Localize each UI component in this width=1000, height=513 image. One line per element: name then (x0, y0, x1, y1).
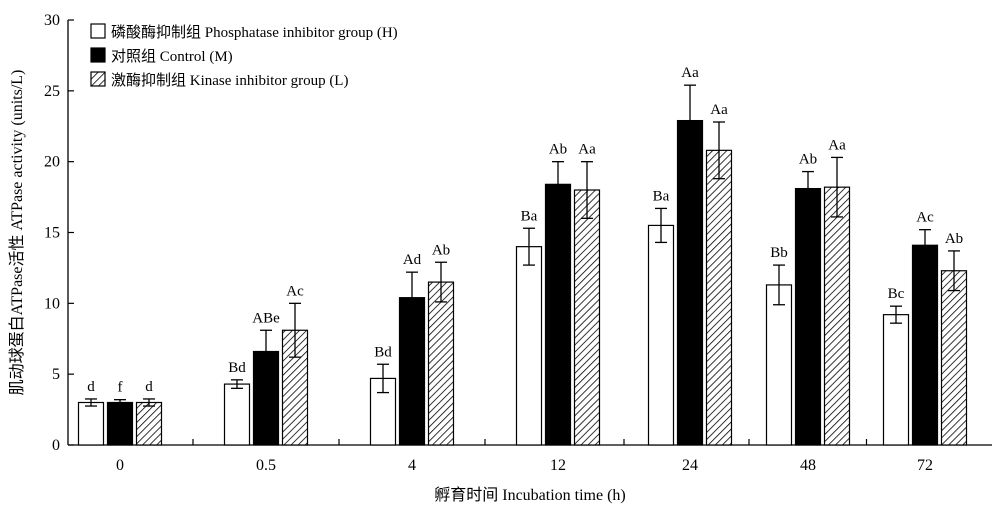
x-tick-label: 72 (917, 457, 933, 474)
significance-label: Ab (432, 242, 450, 258)
bar (647, 224, 675, 446)
significance-label: Ab (945, 231, 963, 247)
y-tick-label: 5 (52, 366, 60, 383)
legend-label: 激酶抑制组 Kinase inhibitor group (L) (111, 72, 348, 89)
y-tick-label: 0 (52, 437, 60, 454)
x-tick-label: 4 (408, 457, 416, 474)
bar (823, 186, 851, 446)
y-tick-label: 30 (44, 12, 60, 29)
significance-label: Aa (828, 137, 846, 153)
y-tick-label: 10 (44, 295, 60, 312)
bar (882, 314, 910, 446)
legend: 磷酸酶抑制组 Phosphatase inhibitor group (H) 对照… (90, 23, 398, 89)
y-tick-label: 15 (44, 225, 60, 242)
bar (765, 284, 793, 446)
significance-label: Bc (888, 286, 905, 302)
significance-label: d (145, 379, 153, 395)
plot-area: 0 5 10 15 20 25 30 0 0.5 4 12 24 48 72 d Bd Bd Ba Ba Bb Bc f A… (44, 12, 992, 474)
legend-label: 磷酸酶抑制组 Phosphatase inhibitor group (H) (111, 24, 398, 41)
y-tick-label: 20 (44, 154, 60, 171)
bar (77, 401, 105, 446)
x-tick-label: 48 (800, 457, 816, 474)
significance-label: Aa (710, 102, 728, 118)
bar (544, 183, 572, 446)
y-tick-label: 25 (44, 83, 60, 100)
significance-label: Bb (770, 245, 788, 261)
bar (676, 119, 704, 446)
bar (106, 401, 134, 446)
significance-label: Ad (403, 252, 422, 268)
significance-label: f (118, 380, 123, 396)
bar (135, 401, 163, 446)
significance-label: Ac (286, 283, 304, 299)
significance-label: d (87, 379, 95, 395)
legend-label: 对照组 Control (M) (111, 48, 233, 65)
legend-swatch (90, 47, 106, 63)
bar (940, 270, 968, 446)
significance-label: Aa (681, 65, 699, 81)
x-tick-label: 12 (550, 457, 566, 474)
legend-swatch (90, 23, 106, 39)
x-tick-label: 24 (682, 457, 698, 474)
bar (573, 189, 601, 446)
significance-label: Ab (799, 152, 817, 168)
x-tick-label: 0.5 (256, 457, 276, 474)
significance-label: Ac (916, 210, 934, 226)
significance-label: Bd (374, 344, 392, 360)
x-tick-label: 0 (116, 457, 124, 474)
bar (427, 281, 455, 446)
significance-label: Ba (653, 188, 670, 204)
bar (515, 246, 543, 446)
significance-label: Ab (549, 142, 567, 158)
significance-label: Aa (578, 142, 596, 158)
significance-label: ABe (252, 310, 280, 326)
significance-label: Ba (521, 208, 538, 224)
legend-swatch (90, 71, 106, 87)
bar (794, 187, 822, 446)
bar (223, 383, 251, 446)
bar (705, 149, 733, 446)
bar (911, 244, 939, 446)
x-axis-title: 孵育时间 Incubation time (h) (434, 486, 626, 504)
significance-label: Bd (228, 360, 246, 376)
y-axis-title: 肌动球蛋白ATPase活性 ATPase activity (units/L) (8, 70, 26, 396)
